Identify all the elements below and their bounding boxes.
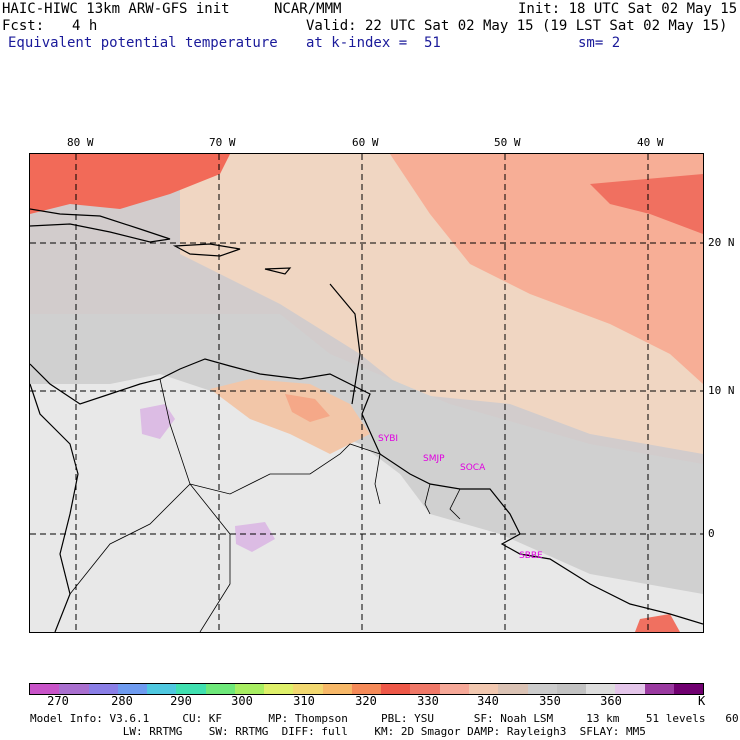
smooth-label: sm= 2 <box>578 35 621 51</box>
color-bin-4 <box>147 684 177 694</box>
color-bin-9 <box>293 684 323 694</box>
fcst-label: Fcst: <box>2 18 45 34</box>
lat-label-10n: 10 N <box>708 384 735 397</box>
purple-patch-2 <box>235 522 275 552</box>
orange-patch <box>210 379 370 454</box>
lon-label-70w: 70 W <box>209 136 236 149</box>
color-bin-15 <box>468 684 499 694</box>
red-region-nw <box>30 154 230 214</box>
cb-label-360: 360 <box>600 694 622 708</box>
color-bin-20 <box>615 684 645 694</box>
color-bin-11 <box>351 684 382 694</box>
valid-time: Valid: 22 UTC Sat 02 May 15 (19 LST Sat … <box>306 18 728 34</box>
lon-label-60w: 60 W <box>352 136 379 149</box>
salmon-region <box>390 154 703 384</box>
country-borders <box>69 378 461 632</box>
color-bin-16 <box>498 684 528 694</box>
station-sybi: SYBI <box>378 434 398 444</box>
station-soca: SOCA <box>460 463 486 473</box>
color-bin-21 <box>644 684 674 694</box>
fcst-value: 4 h <box>72 18 98 34</box>
lat-label-20n: 20 N <box>708 236 735 249</box>
color-bin-17 <box>527 684 557 694</box>
cb-label-300: 300 <box>231 694 253 708</box>
color-bin-1 <box>59 684 89 694</box>
cb-unit: K <box>698 694 706 708</box>
cb-label-330: 330 <box>417 694 439 708</box>
color-bin-22 <box>673 684 704 694</box>
level-label: at k-index = 51 <box>306 35 441 51</box>
map-panel: SYBI SMJP SOCA SBBE <box>29 153 704 633</box>
graticule <box>30 154 703 632</box>
field-name: Equivalent potential temperature <box>8 35 278 51</box>
station-sbbe: SBBE <box>519 551 543 561</box>
color-bin-14 <box>439 684 469 694</box>
red-region-ne <box>590 174 703 234</box>
org-label: NCAR/MMM <box>274 1 342 17</box>
color-bin-5 <box>176 684 206 694</box>
color-bin-19 <box>586 684 616 694</box>
lon-label-40w: 40 W <box>637 136 664 149</box>
land-light-region <box>30 374 703 632</box>
lat-label-0: 0 <box>708 527 715 540</box>
cb-label-290: 290 <box>170 694 192 708</box>
cb-label-280: 280 <box>111 694 133 708</box>
color-bin-13 <box>410 684 440 694</box>
cb-label-340: 340 <box>477 694 499 708</box>
model-info-line2: LW: RRTMG SW: RRTMG DIFF: full KM: 2D Sm… <box>30 725 646 738</box>
cb-label-320: 320 <box>355 694 377 708</box>
color-bin-6 <box>205 684 235 694</box>
purple-patch-1 <box>140 404 175 439</box>
color-bin-8 <box>264 684 294 694</box>
cb-label-350: 350 <box>539 694 561 708</box>
orange-patch-core <box>285 394 330 422</box>
lon-label-50w: 50 W <box>494 136 521 149</box>
color-bin-7 <box>234 684 265 694</box>
model-title: HAIC-HIWC 13km ARW-GFS init <box>2 1 230 17</box>
color-bin-12 <box>381 684 411 694</box>
init-time: Init: 18 UTC Sat 02 May 15 <box>518 1 738 17</box>
red-region-se <box>635 614 680 632</box>
color-bin-10 <box>322 684 352 694</box>
cb-label-270: 270 <box>47 694 69 708</box>
station-smjp: SMJP <box>423 454 445 464</box>
theta-e-field-map: SYBI SMJP SOCA SBBE <box>30 154 703 632</box>
cb-label-310: 310 <box>293 694 315 708</box>
color-bin-2 <box>88 684 118 694</box>
lon-label-80w: 80 W <box>67 136 94 149</box>
model-info-line1: Model Info: V3.6.1 CU: KF MP: Thompson P… <box>30 712 740 725</box>
color-scale-bar <box>29 683 704 695</box>
color-bin-0 <box>30 684 60 694</box>
color-bin-18 <box>556 684 587 694</box>
color-bin-3 <box>117 684 148 694</box>
